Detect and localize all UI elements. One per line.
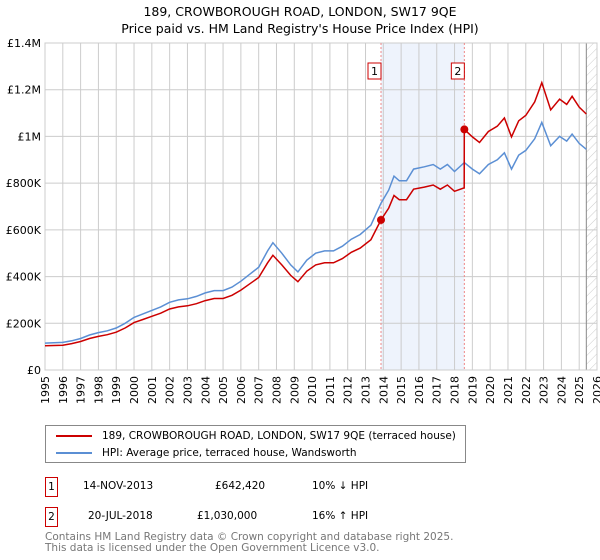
x-tick-label: 2017 xyxy=(431,376,444,404)
x-tick-label: 2026 xyxy=(591,376,600,404)
hpi-diff: 10% ↓ HPI xyxy=(312,480,369,492)
price: £642,420 xyxy=(215,480,266,492)
x-tick-label: 2023 xyxy=(538,376,551,404)
y-tick-label: £200K xyxy=(6,317,42,330)
footer-copyright: Contains HM Land Registry data © Crown c… xyxy=(45,531,454,543)
date: 14-NOV-2013 xyxy=(83,480,154,492)
x-tick-label: 1997 xyxy=(75,376,88,404)
x-tick-label: 2016 xyxy=(413,376,426,404)
x-tick-label: 2025 xyxy=(573,376,586,404)
x-tick-label: 2009 xyxy=(288,376,301,404)
y-tick-label: £600K xyxy=(6,224,42,237)
x-tick-label: 2004 xyxy=(199,376,212,404)
shaded-period xyxy=(381,43,465,370)
x-tick-label: 2019 xyxy=(466,376,479,404)
y-tick-label: £800K xyxy=(6,177,42,190)
x-tick-label: 2015 xyxy=(395,376,408,404)
x-tick-label: 2010 xyxy=(306,376,319,404)
date: 20-JUL-2018 xyxy=(88,510,153,522)
x-tick-label: 2008 xyxy=(270,376,283,404)
x-tick-label: 2006 xyxy=(235,376,248,404)
x-tick-label: 2011 xyxy=(324,376,337,404)
x-tick-label: 1998 xyxy=(92,376,105,404)
chart-subtitle: Price paid vs. HM Land Registry's House … xyxy=(121,21,479,36)
x-tick-label: 2024 xyxy=(555,376,568,404)
x-tick-label: 2007 xyxy=(253,376,266,404)
marker-badge: 2 xyxy=(45,507,58,527)
hpi-diff: 16% ↑ HPI xyxy=(312,510,369,522)
x-tick-label: 1996 xyxy=(57,376,70,404)
transaction-row: 1 14-NOV-2013 £642,420 10% ↓ HPI xyxy=(45,477,445,497)
x-tick-label: 2014 xyxy=(377,376,390,404)
legend-item-property: 189, CROWBOROUGH ROAD, LONDON, SW17 9QE … xyxy=(56,427,456,444)
y-tick-label: £0 xyxy=(27,364,41,377)
sale-label-box xyxy=(450,62,465,80)
x-tick-label: 2018 xyxy=(449,376,462,404)
x-tick-label: 2002 xyxy=(164,376,177,404)
sale-point xyxy=(460,125,469,134)
x-tick-label: 2005 xyxy=(217,376,230,404)
hpi-line xyxy=(44,120,587,344)
y-tick-label: £400K xyxy=(6,271,42,284)
y-tick-label: £1.2M xyxy=(7,84,41,97)
transaction-row: 2 20-JUL-2018 £1,030,000 16% ↑ HPI xyxy=(45,507,445,527)
price: £1,030,000 xyxy=(197,510,258,522)
x-tick-label: 1995 xyxy=(39,376,52,404)
x-tick-label: 2020 xyxy=(484,376,497,404)
sale-label: 2 xyxy=(454,65,461,78)
forecast-hatch xyxy=(586,43,597,370)
marker-badge: 1 xyxy=(45,477,58,497)
plot-frame xyxy=(44,42,598,371)
x-tick-label: 2022 xyxy=(520,376,533,404)
y-tick-label: £1M xyxy=(18,130,42,143)
x-tick-label: 2012 xyxy=(342,376,355,404)
x-tick-label: 2021 xyxy=(502,376,515,404)
x-tick-label: 2001 xyxy=(146,376,159,404)
property-price-line xyxy=(44,80,587,347)
footer-licence: This data is licensed under the Open Gov… xyxy=(45,542,380,554)
legend-label: HPI: Average price, terraced house, Wand… xyxy=(102,446,357,459)
x-tick-label: 2003 xyxy=(181,376,194,404)
x-tick-label: 2013 xyxy=(360,376,373,404)
x-tick-label: 1999 xyxy=(110,376,123,404)
x-tick-label: 2000 xyxy=(128,376,141,404)
legend-label: 189, CROWBOROUGH ROAD, LONDON, SW17 9QE … xyxy=(102,429,456,442)
y-tick-label: £1.4M xyxy=(7,37,41,50)
legend: 189, CROWBOROUGH ROAD, LONDON, SW17 9QE … xyxy=(45,425,466,463)
sale-label: 1 xyxy=(371,65,378,78)
sale-label-box xyxy=(367,62,382,80)
price-chart: 1995 1996 1997 1998 1999 2000 2001 2002 2003 2004… xyxy=(6,37,600,404)
chart-title: 189, CROWBOROUGH ROAD, LONDON, SW17 9QE xyxy=(143,4,457,19)
sale-point xyxy=(377,215,386,224)
legend-item-hpi: HPI: Average price, terraced house, Wand… xyxy=(56,444,357,461)
